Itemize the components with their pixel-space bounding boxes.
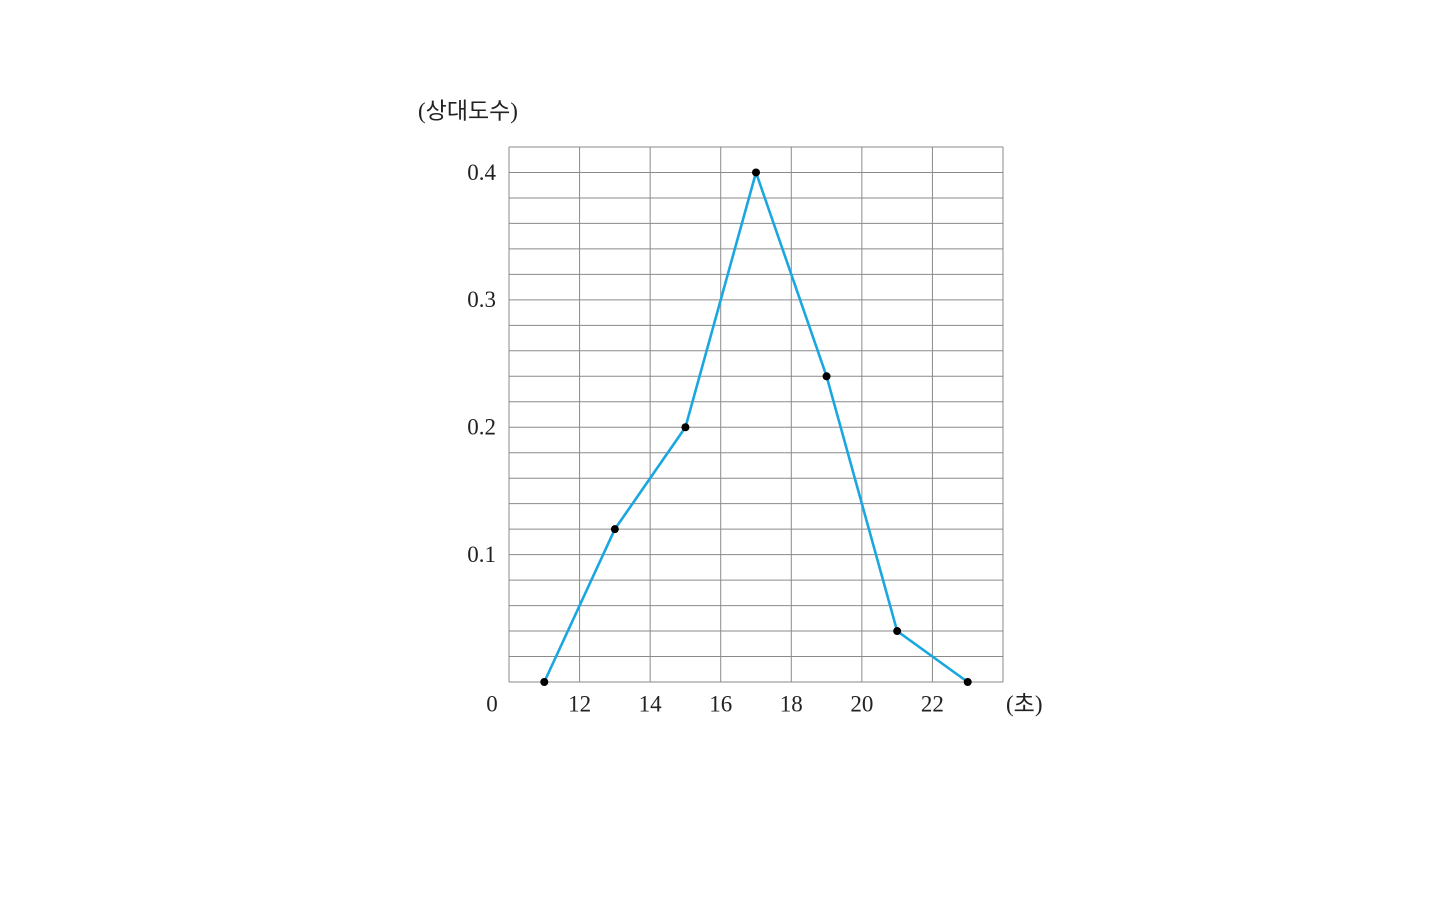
origin-label: 0 <box>486 691 498 716</box>
y-tick-label: 0.3 <box>467 287 496 312</box>
data-point <box>681 423 690 432</box>
data-point <box>822 372 831 381</box>
x-axis-label: (초) <box>1006 691 1042 716</box>
x-tick-label: 14 <box>639 691 663 716</box>
data-point <box>963 678 972 686</box>
x-tick-label: 22 <box>921 691 944 716</box>
y-tick-label: 0.2 <box>467 415 496 440</box>
data-point <box>540 678 549 686</box>
data-point <box>752 168 760 177</box>
x-tick-label: 18 <box>780 691 803 716</box>
y-axis-label: (상대도수) <box>418 98 518 123</box>
x-tick-label: 16 <box>709 691 732 716</box>
x-tick-label: 20 <box>850 691 873 716</box>
data-point <box>610 525 619 534</box>
data-point <box>893 627 902 636</box>
x-tick-label: 12 <box>568 691 591 716</box>
y-tick-label: 0.4 <box>467 160 496 185</box>
y-tick-label: 0.1 <box>467 542 496 567</box>
